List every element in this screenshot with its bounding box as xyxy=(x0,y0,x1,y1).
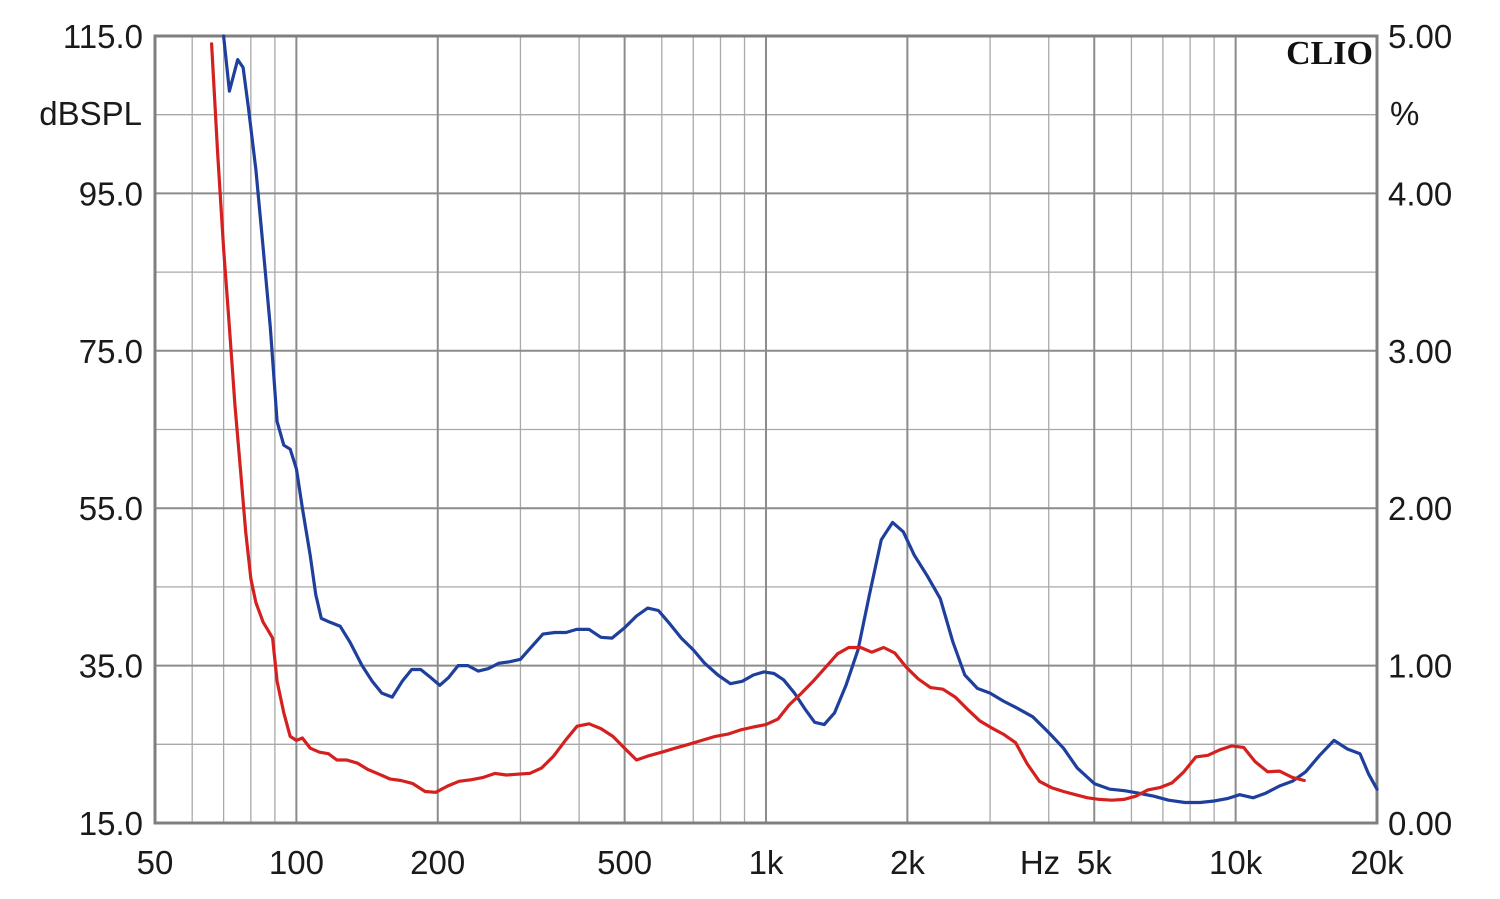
y-right-tick-label: 4.00 xyxy=(1388,175,1452,212)
y-left-tick-label: 95.0 xyxy=(79,175,143,212)
plot-frame xyxy=(153,34,1379,825)
x-tick-label: 20k xyxy=(1350,844,1404,881)
x-tick-label: 500 xyxy=(597,844,652,881)
x-tick-label: 10k xyxy=(1209,844,1263,881)
y-left-tick-label: 55.0 xyxy=(79,490,143,527)
series-line-1 xyxy=(222,34,1379,805)
y-right-tick-labels: 5.00 4.00 3.00 2.00 1.00 0.00 xyxy=(1388,18,1452,842)
y-left-tick-label: 15.0 xyxy=(79,805,143,842)
x-tick-label: 2k xyxy=(890,844,925,881)
brand-logo-text: CLIO xyxy=(1286,35,1373,72)
y-left-tick-label: 75.0 xyxy=(79,333,143,370)
x-tick-label: 50 xyxy=(137,844,174,881)
y-right-tick-label: 3.00 xyxy=(1388,333,1452,370)
series-line-2 xyxy=(210,42,1306,802)
y-right-axis-label: % xyxy=(1390,95,1419,132)
x-axis-label: Hz xyxy=(1020,844,1060,881)
y-right-tick-label: 1.00 xyxy=(1388,648,1452,685)
y-left-axis-label: dBSPL xyxy=(39,95,142,132)
major-grid xyxy=(155,36,1377,823)
y-left-tick-labels: 115.0 95.0 75.0 55.0 35.0 15.0 xyxy=(63,18,143,842)
x-tick-label: 1k xyxy=(749,844,784,881)
y-left-tick-label: 115.0 xyxy=(63,18,143,55)
y-left-tick-label: 35.0 xyxy=(79,648,143,685)
x-tick-label: 200 xyxy=(410,844,465,881)
x-tick-labels: 50 100 200 500 1k 2k 5k 10k 20k xyxy=(137,844,1404,881)
series-layer xyxy=(210,34,1379,805)
x-tick-label: 5k xyxy=(1077,844,1112,881)
y-right-tick-label: 5.00 xyxy=(1388,18,1452,55)
x-tick-label: 100 xyxy=(269,844,324,881)
y-right-tick-label: 0.00 xyxy=(1388,805,1452,842)
y-right-tick-label: 2.00 xyxy=(1388,490,1452,527)
